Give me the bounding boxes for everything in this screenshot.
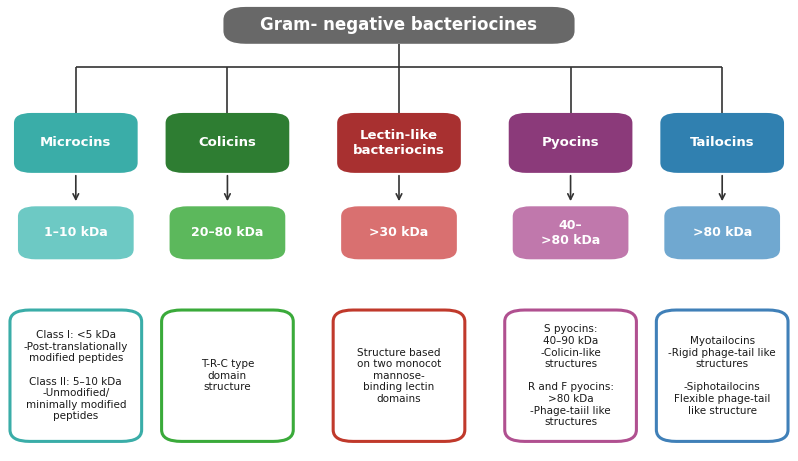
Text: Structure based
on two monocot
mannose-
binding lectin
domains: Structure based on two monocot mannose- …: [357, 348, 441, 404]
FancyBboxPatch shape: [333, 310, 464, 442]
FancyBboxPatch shape: [661, 113, 784, 173]
FancyBboxPatch shape: [656, 310, 788, 442]
Text: 40–
>80 kDa: 40– >80 kDa: [541, 219, 600, 247]
FancyBboxPatch shape: [223, 7, 575, 44]
Text: Myotailocins
-Rigid phage-tail like
structures

-Siphotailocins
Flexible phage-t: Myotailocins -Rigid phage-tail like stru…: [669, 336, 776, 415]
FancyBboxPatch shape: [341, 207, 456, 259]
FancyBboxPatch shape: [504, 310, 636, 442]
Text: Lectin-like
bacteriocins: Lectin-like bacteriocins: [353, 129, 445, 157]
FancyBboxPatch shape: [512, 207, 628, 259]
FancyBboxPatch shape: [509, 113, 632, 173]
Text: 20–80 kDa: 20–80 kDa: [192, 226, 263, 239]
Text: Microcins: Microcins: [40, 136, 112, 149]
Text: Gram- negative bacteriocines: Gram- negative bacteriocines: [260, 16, 538, 35]
Text: S pyocins:
40–90 kDa
-Colicin-like
structures

R and F pyocins:
>80 kDa
-Phage-t: S pyocins: 40–90 kDa -Colicin-like struc…: [527, 325, 614, 427]
Text: 1–10 kDa: 1–10 kDa: [44, 226, 108, 239]
FancyBboxPatch shape: [165, 113, 289, 173]
FancyBboxPatch shape: [18, 207, 133, 259]
Text: Class I: <5 kDa
-Post-translationally
modified peptides

Class II: 5–10 kDa
-Unm: Class I: <5 kDa -Post-translationally mo…: [24, 330, 128, 421]
Text: >30 kDa: >30 kDa: [369, 226, 429, 239]
FancyBboxPatch shape: [664, 207, 780, 259]
Text: >80 kDa: >80 kDa: [693, 226, 752, 239]
FancyBboxPatch shape: [10, 310, 141, 442]
Text: T-R-C type
domain
structure: T-R-C type domain structure: [201, 359, 254, 392]
FancyBboxPatch shape: [169, 207, 285, 259]
Text: Pyocins: Pyocins: [542, 136, 599, 149]
FancyBboxPatch shape: [337, 113, 461, 173]
Text: Colicins: Colicins: [199, 136, 256, 149]
FancyBboxPatch shape: [14, 113, 137, 173]
Text: Tailocins: Tailocins: [690, 136, 754, 149]
FancyBboxPatch shape: [161, 310, 293, 442]
